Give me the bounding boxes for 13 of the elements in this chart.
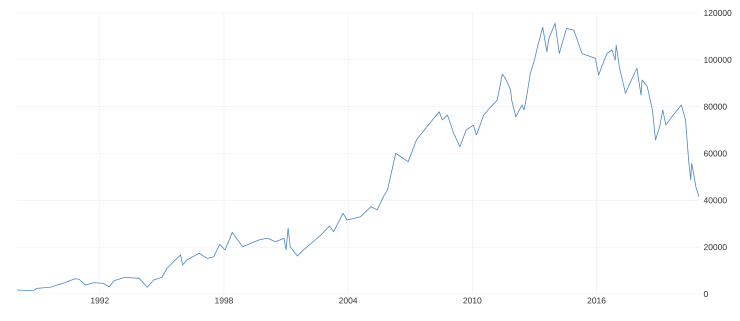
x-tick-label: 1992 bbox=[91, 298, 109, 304]
y-tick-label: 0 bbox=[704, 291, 708, 297]
x-tick-label: 1998 bbox=[215, 298, 234, 304]
y-tick-label: 20000 bbox=[704, 244, 727, 250]
y-tick-label: 60000 bbox=[704, 150, 727, 156]
y-tick-label: 120000 bbox=[704, 10, 732, 16]
line-series bbox=[16, 22, 700, 292]
y-tick-label: 40000 bbox=[704, 197, 727, 204]
x-tick-label: 2004 bbox=[339, 298, 358, 304]
x-tick-label: 2016 bbox=[588, 298, 606, 304]
y-tick-label: 80000 bbox=[704, 104, 727, 110]
x-tick-label: 2010 bbox=[463, 298, 482, 304]
y-tick-label: 100000 bbox=[704, 56, 732, 63]
